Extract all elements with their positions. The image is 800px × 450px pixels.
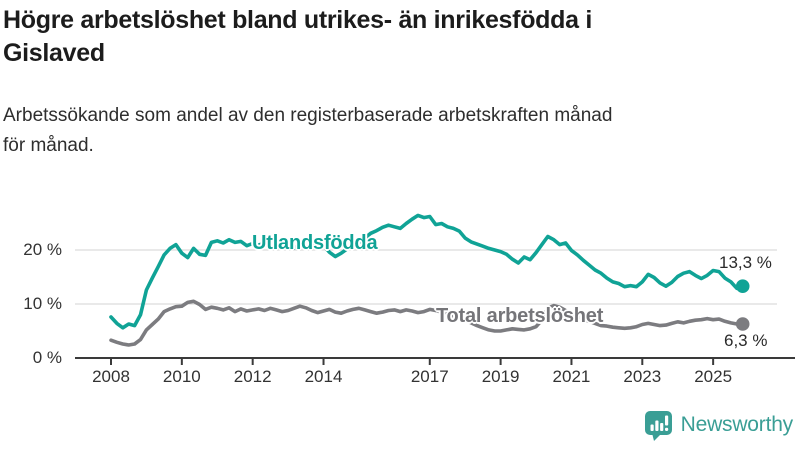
chart-title-line2: Gislaved <box>3 39 105 67</box>
end-value-label-utlandsfodda: 13,3 % <box>719 253 772 272</box>
line-total-arbetsl-shet <box>109 299 745 347</box>
x-axis-tick-label-2017: 2017 <box>410 367 449 386</box>
x-axis-tick-label-2023: 2023 <box>623 367 662 386</box>
chart-title: Högre arbetslöshet bland utrikes- än inr… <box>3 4 783 70</box>
end-value-label-total: 6,3 % <box>724 331 768 350</box>
chart-subtitle: Arbetssökande som andel av den registerb… <box>3 101 793 161</box>
end-dot-total-arbetsl-shet <box>735 317 750 331</box>
series-label-total-arbetsloshet: Total arbetslöshet <box>436 305 604 327</box>
y-axis-tick-label-10: 10 % <box>23 294 62 313</box>
speech-bubble-bar-chart-icon <box>644 411 672 441</box>
x-axis-tick-label-2010: 2010 <box>162 367 201 386</box>
y-axis-tick-label-0: 0 % <box>32 348 62 367</box>
x-axis-tick-label-2014: 2014 <box>304 367 343 386</box>
x-axis-tick-label-2021: 2021 <box>552 367 591 386</box>
line-utlandsf-dda <box>109 213 745 330</box>
newsworthy-logo-text: Newsworthy <box>680 413 794 436</box>
x-axis-tick-label-2025: 2025 <box>694 367 733 386</box>
x-axis-tick-label-2008: 2008 <box>92 367 130 386</box>
end-dot-utlandsf-dda <box>735 279 750 294</box>
chart-subtitle-line2: för månad. <box>3 135 94 156</box>
chart-title-line1: Högre arbetslöshet bland utrikes- än inr… <box>3 6 592 34</box>
newsworthy-logo: Newsworthy <box>644 408 793 442</box>
x-axis-tick-label-2019: 2019 <box>481 367 520 386</box>
series-label-utlandsfodda: Utlandsfödda <box>252 232 378 254</box>
y-axis-tick-label-20: 20 % <box>23 240 62 259</box>
x-axis-tick-label-2012: 2012 <box>233 367 272 386</box>
chart-subtitle-line1: Arbetssökande som andel av den registerb… <box>3 105 613 126</box>
